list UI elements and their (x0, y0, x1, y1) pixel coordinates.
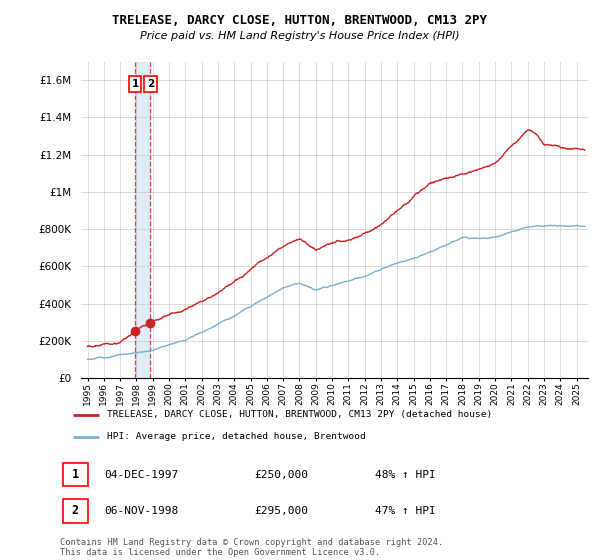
Text: £295,000: £295,000 (254, 506, 308, 516)
Text: HPI: Average price, detached house, Brentwood: HPI: Average price, detached house, Bren… (107, 432, 366, 441)
Text: 47% ↑ HPI: 47% ↑ HPI (375, 506, 436, 516)
Text: 48% ↑ HPI: 48% ↑ HPI (375, 470, 436, 479)
Text: 1: 1 (71, 468, 79, 481)
FancyBboxPatch shape (62, 500, 88, 522)
Text: 04-DEC-1997: 04-DEC-1997 (104, 470, 179, 479)
Bar (135, 62, 150, 378)
Text: 1: 1 (131, 79, 139, 89)
Text: Contains HM Land Registry data © Crown copyright and database right 2024.
This d: Contains HM Land Registry data © Crown c… (60, 538, 443, 557)
Text: £250,000: £250,000 (254, 470, 308, 479)
Text: 2: 2 (71, 505, 79, 517)
Text: TRELEASE, DARCY CLOSE, HUTTON, BRENTWOOD, CM13 2PY: TRELEASE, DARCY CLOSE, HUTTON, BRENTWOOD… (113, 14, 487, 27)
Text: TRELEASE, DARCY CLOSE, HUTTON, BRENTWOOD, CM13 2PY (detached house): TRELEASE, DARCY CLOSE, HUTTON, BRENTWOOD… (107, 410, 493, 419)
Text: Price paid vs. HM Land Registry's House Price Index (HPI): Price paid vs. HM Land Registry's House … (140, 31, 460, 41)
Text: 2: 2 (146, 79, 154, 89)
FancyBboxPatch shape (62, 463, 88, 486)
Text: 06-NOV-1998: 06-NOV-1998 (104, 506, 179, 516)
